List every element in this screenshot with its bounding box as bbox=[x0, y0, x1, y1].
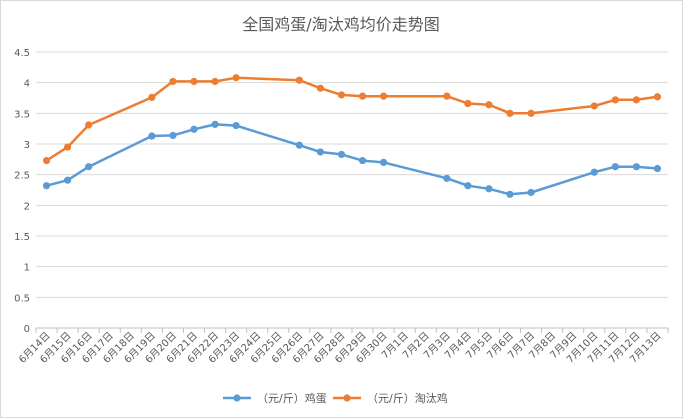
data-point-1 bbox=[316, 84, 324, 92]
data-point-1 bbox=[485, 101, 493, 109]
data-point-0 bbox=[653, 164, 662, 173]
data-point-1 bbox=[506, 109, 514, 117]
data-point-0 bbox=[380, 158, 388, 166]
data-point-0 bbox=[190, 125, 198, 133]
data-point-0 bbox=[443, 174, 451, 182]
data-point-0 bbox=[148, 132, 156, 140]
y-tick-label: 2 bbox=[24, 201, 30, 212]
data-point-1 bbox=[42, 156, 51, 165]
x-axis: 6月14日6月15日6月16日6月17日6月18日6月19日6月20日6月21日… bbox=[17, 327, 669, 366]
data-point-1 bbox=[232, 74, 240, 82]
data-point-0 bbox=[64, 176, 72, 184]
data-point-1 bbox=[464, 99, 472, 108]
y-tick-label: 4.5 bbox=[14, 48, 30, 59]
data-point-0 bbox=[211, 120, 219, 128]
data-point-1 bbox=[211, 77, 219, 86]
y-tick-label: 0.5 bbox=[14, 293, 30, 304]
data-point-0 bbox=[485, 185, 493, 193]
y-tick-label: 1.5 bbox=[14, 232, 30, 243]
data-point-0 bbox=[316, 148, 324, 156]
chart-title: 全国鸡蛋/淘汰鸡均价走势图 bbox=[242, 15, 439, 34]
data-point-0 bbox=[295, 141, 303, 149]
data-point-0 bbox=[232, 122, 240, 130]
data-point-1 bbox=[358, 92, 367, 100]
data-point-1 bbox=[527, 109, 535, 117]
data-point-1 bbox=[64, 143, 72, 151]
data-point-1 bbox=[632, 96, 641, 104]
data-point-1 bbox=[590, 102, 598, 110]
series-line-1 bbox=[45, 76, 658, 162]
y-tick-label: 1 bbox=[24, 263, 30, 274]
data-point-1 bbox=[148, 93, 156, 101]
legend: （元/斤）鸡蛋 （元/斤）淘汰鸡 bbox=[223, 391, 448, 405]
y-tick-label: 3.5 bbox=[14, 109, 30, 120]
y-axis-ticks: 0 0.5 1 1.5 2 2.5 3 3.5 4 4.5 bbox=[14, 48, 30, 335]
legend-marker-0 bbox=[233, 394, 241, 402]
data-point-1 bbox=[190, 77, 198, 86]
data-point-0 bbox=[590, 168, 598, 176]
legend-marker-1 bbox=[343, 394, 351, 402]
data-point-0 bbox=[527, 188, 535, 197]
series-line-0 bbox=[46, 123, 658, 196]
data-point-1 bbox=[169, 77, 177, 86]
data-point-0 bbox=[337, 150, 346, 159]
data-point-1 bbox=[295, 76, 303, 84]
data-point-0 bbox=[611, 163, 619, 171]
data-point-0 bbox=[358, 156, 367, 165]
y-tick-label: 4 bbox=[24, 79, 30, 90]
legend-label-0: （元/斤）鸡蛋 bbox=[257, 391, 327, 405]
data-point-1 bbox=[380, 92, 388, 100]
data-point-1 bbox=[337, 91, 346, 99]
y-tick-label: 2.5 bbox=[14, 171, 30, 182]
data-point-0 bbox=[85, 163, 93, 171]
data-point-0 bbox=[169, 131, 177, 140]
data-point-0 bbox=[506, 190, 514, 198]
legend-label-1: （元/斤）淘汰鸡 bbox=[367, 391, 448, 405]
data-point-1 bbox=[443, 92, 451, 100]
data-point-1 bbox=[611, 96, 619, 104]
data-point-0 bbox=[632, 163, 641, 171]
y-tick-label: 0 bbox=[24, 324, 30, 335]
data-point-1 bbox=[653, 93, 662, 101]
y-tick-label: 3 bbox=[24, 140, 30, 151]
series-layer bbox=[42, 74, 662, 198]
data-point-0 bbox=[42, 182, 51, 190]
gridlines bbox=[36, 51, 668, 329]
data-point-0 bbox=[464, 182, 472, 190]
data-point-1 bbox=[85, 121, 93, 129]
